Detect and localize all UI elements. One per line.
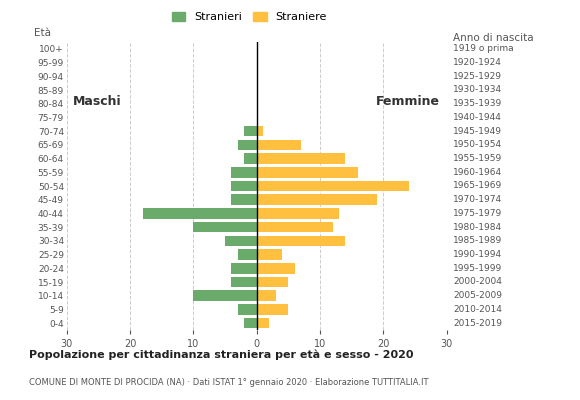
Bar — [257, 236, 345, 246]
Text: 2005-2009: 2005-2009 — [453, 291, 502, 300]
Bar — [231, 181, 257, 191]
Text: Popolazione per cittadinanza straniera per età e sesso - 2020: Popolazione per cittadinanza straniera p… — [29, 350, 414, 360]
Text: COMUNE DI MONTE DI PROCIDA (NA) · Dati ISTAT 1° gennaio 2020 · Elaborazione TUTT: COMUNE DI MONTE DI PROCIDA (NA) · Dati I… — [29, 378, 429, 387]
Bar — [257, 222, 333, 232]
Bar — [193, 290, 257, 301]
Text: 1940-1944: 1940-1944 — [453, 113, 502, 122]
Bar — [244, 318, 257, 328]
Bar — [231, 263, 257, 274]
Text: Anno di nascita: Anno di nascita — [453, 33, 534, 43]
Text: 1935-1939: 1935-1939 — [453, 99, 502, 108]
Bar — [257, 263, 295, 274]
Text: 2010-2014: 2010-2014 — [453, 305, 502, 314]
Bar — [225, 236, 257, 246]
Text: 1985-1989: 1985-1989 — [453, 236, 502, 245]
Text: 1945-1949: 1945-1949 — [453, 127, 502, 136]
Bar — [257, 304, 288, 315]
Bar — [238, 249, 257, 260]
Bar — [231, 277, 257, 287]
Bar — [257, 318, 269, 328]
Bar — [257, 208, 339, 219]
Legend: Stranieri, Straniere: Stranieri, Straniere — [168, 8, 331, 27]
Bar — [257, 153, 345, 164]
Text: 1919 o prima: 1919 o prima — [453, 44, 514, 53]
Text: 1955-1959: 1955-1959 — [453, 154, 502, 163]
Text: Femmine: Femmine — [376, 95, 440, 108]
Text: 1930-1934: 1930-1934 — [453, 86, 502, 94]
Text: Età: Età — [34, 28, 51, 38]
Bar — [244, 126, 257, 136]
Text: 2000-2004: 2000-2004 — [453, 278, 502, 286]
Text: 2015-2019: 2015-2019 — [453, 319, 502, 328]
Bar — [238, 140, 257, 150]
Bar — [231, 167, 257, 178]
Bar — [257, 181, 408, 191]
Text: 1990-1994: 1990-1994 — [453, 250, 502, 259]
Bar — [244, 153, 257, 164]
Bar — [231, 194, 257, 205]
Bar — [257, 290, 276, 301]
Bar — [257, 194, 377, 205]
Bar — [257, 140, 301, 150]
Bar — [257, 277, 288, 287]
Bar — [257, 126, 263, 136]
Text: 1960-1964: 1960-1964 — [453, 168, 502, 177]
Text: Maschi: Maschi — [73, 95, 122, 108]
Bar — [193, 222, 257, 232]
Text: 1965-1969: 1965-1969 — [453, 182, 502, 190]
Bar — [238, 304, 257, 315]
Bar — [257, 167, 358, 178]
Text: 1950-1954: 1950-1954 — [453, 140, 502, 149]
Bar — [143, 208, 257, 219]
Text: 1975-1979: 1975-1979 — [453, 209, 502, 218]
Text: 1925-1929: 1925-1929 — [453, 72, 502, 81]
Text: 1970-1974: 1970-1974 — [453, 195, 502, 204]
Text: 1920-1924: 1920-1924 — [453, 58, 502, 67]
Text: 1980-1984: 1980-1984 — [453, 223, 502, 232]
Text: 1995-1999: 1995-1999 — [453, 264, 502, 273]
Bar — [257, 249, 282, 260]
